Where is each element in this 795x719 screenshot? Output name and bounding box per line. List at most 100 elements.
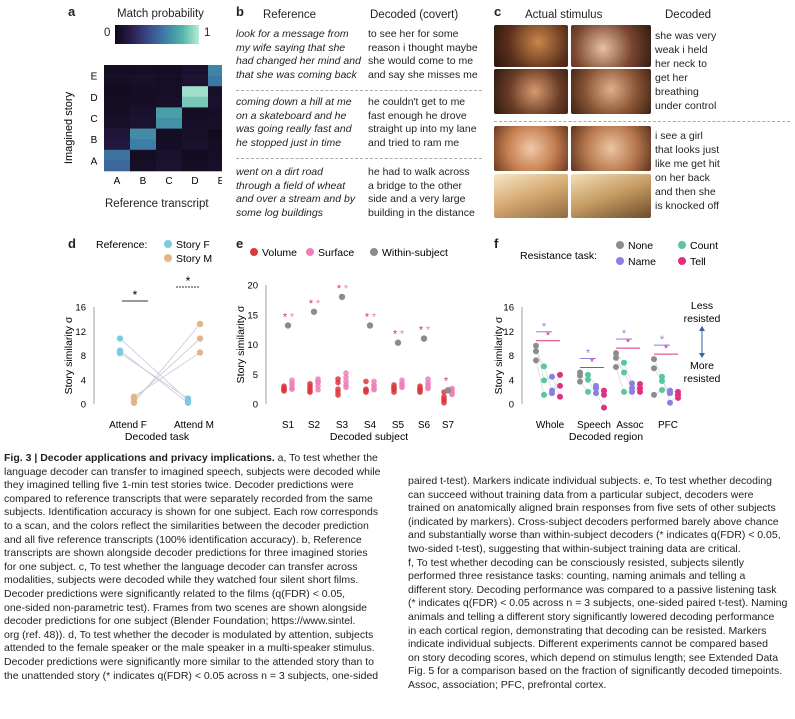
subject-line	[615, 352, 641, 393]
sig-star-tell: *	[626, 337, 631, 349]
decoded-line: to see her for some	[368, 28, 459, 40]
caption-line: can succeed without training data from a…	[408, 488, 754, 501]
heatmap-col-label: C	[165, 176, 172, 187]
x-tick-label-e: S1	[282, 420, 295, 431]
arrow-down-icon	[699, 353, 705, 358]
point-volume	[417, 383, 423, 389]
sig-star-surface: *	[344, 283, 349, 295]
heatmap-cell	[104, 96, 130, 108]
point-none	[577, 369, 583, 376]
heatmap-cell	[130, 75, 156, 87]
heatmap-cell	[182, 149, 208, 161]
point-count	[585, 371, 591, 378]
point-none	[533, 342, 539, 349]
point-tell	[637, 380, 643, 387]
y-tick-label: 4	[81, 375, 86, 386]
heatmap-cell	[208, 149, 222, 161]
reference-header: Reference	[263, 9, 317, 21]
caption-line: to a scan, and the colors reflect the si…	[4, 519, 369, 532]
sig-star: *	[133, 288, 138, 302]
caption-line: subjects. Identification accuracy is sho…	[4, 506, 379, 519]
decoded-film-line: like me get hit	[655, 158, 720, 170]
heatmap-cell	[182, 107, 208, 119]
heatmap-cell	[208, 65, 222, 76]
point-surface	[315, 386, 321, 393]
heatmap-cell	[156, 86, 182, 98]
reference-line: through a field of wheat	[236, 179, 346, 192]
heatmap-row-label: A	[91, 156, 98, 167]
point-surface	[343, 370, 349, 376]
sig-star-surface: *	[290, 311, 295, 323]
point-story-m	[130, 393, 138, 400]
x-tick-label-e: S7	[442, 420, 455, 431]
caption-line: Fig. 5 for a comparison based on the fra…	[408, 665, 783, 678]
y-axis-label: Story similarity σ	[493, 316, 505, 394]
point-count	[541, 391, 547, 398]
caption-line: in each cortical region, demonstrating t…	[408, 624, 767, 637]
decoded-line: he had to walk across	[368, 166, 470, 178]
sig-star-name: *	[622, 328, 627, 340]
point-within-subject	[444, 387, 452, 394]
heatmap-cell	[208, 96, 222, 108]
caption-line: on story decoding scores, which depend o…	[408, 651, 779, 664]
legend-marker-f	[678, 241, 686, 249]
x-tick-label-d: Attend M	[174, 420, 214, 431]
caption-line: Fig. 3 | Decoder applications and privac…	[4, 452, 378, 464]
y-tick-label: 8	[81, 351, 86, 362]
sig-star-tell: *	[590, 356, 595, 368]
point-name	[549, 373, 555, 380]
film-frame-1	[494, 25, 568, 67]
y-tick-label: 4	[509, 375, 514, 386]
heatmap-cell	[208, 128, 222, 140]
sig-star-name: *	[586, 347, 591, 359]
y-axis-label: Story similarity σ	[235, 305, 247, 383]
reference-line: had changed her mind and	[236, 55, 361, 67]
heatmap-cell	[182, 96, 208, 108]
legend-marker-d	[164, 240, 172, 248]
caption-line: and all five reference transcripts (100%…	[4, 533, 362, 546]
subject-line	[119, 350, 189, 404]
heatmap-cell	[156, 96, 182, 108]
x-tick-label-e: S6	[418, 420, 431, 431]
heatmap-ylabel: Imagined story	[63, 91, 75, 164]
point-volume	[441, 396, 447, 403]
point-name	[629, 380, 635, 387]
heatmap-cell	[208, 107, 222, 119]
legend-marker-e	[370, 248, 378, 256]
panel-f-label: f	[494, 236, 499, 251]
heatmap-col-label: A	[114, 176, 121, 187]
decoded-film-line: weak i held	[655, 44, 708, 56]
x-tick-label-f: Speech	[577, 420, 611, 431]
sig-star-name: *	[542, 321, 547, 333]
heatmap-cell	[130, 149, 156, 161]
point-story-f	[116, 349, 124, 357]
panel-d-label: d	[68, 236, 76, 251]
caption-line: they imagined telling five 1-min test st…	[4, 479, 354, 492]
colorbar-title: Match probability	[117, 8, 204, 20]
decoded-line: side and a very large	[368, 193, 466, 205]
point-within-subject	[394, 339, 402, 346]
heatmap-cell	[130, 96, 156, 108]
decoded-line: reason i thought maybe	[368, 41, 478, 54]
sig-star-volume: *	[419, 325, 424, 337]
heatmap-cell	[208, 118, 222, 129]
caption-line: Assoc, association; PFC, prefrontal cort…	[408, 678, 607, 691]
x-tick-label-d: Attend F	[109, 420, 147, 431]
sig-star-surface: *	[372, 311, 377, 323]
heatmap-cell	[182, 86, 208, 98]
subject-line	[653, 368, 679, 399]
decoded-film-line: her neck to	[655, 58, 707, 70]
legend-title-d: Reference:	[96, 239, 147, 251]
decoded-film-line: on her back	[655, 172, 710, 184]
reference-line: on a skateboard and he	[236, 109, 347, 122]
heatmap-cell	[104, 107, 130, 119]
heatmap-cell	[182, 118, 208, 129]
subject-line	[133, 352, 201, 398]
subject-line	[535, 360, 561, 396]
point-tell	[601, 404, 607, 411]
point-name	[593, 390, 599, 397]
subject-line	[579, 372, 605, 391]
colorbar-max: 1	[204, 27, 211, 39]
decoded-line: she would come to me	[368, 55, 474, 67]
panel-a-label: a	[68, 4, 76, 19]
